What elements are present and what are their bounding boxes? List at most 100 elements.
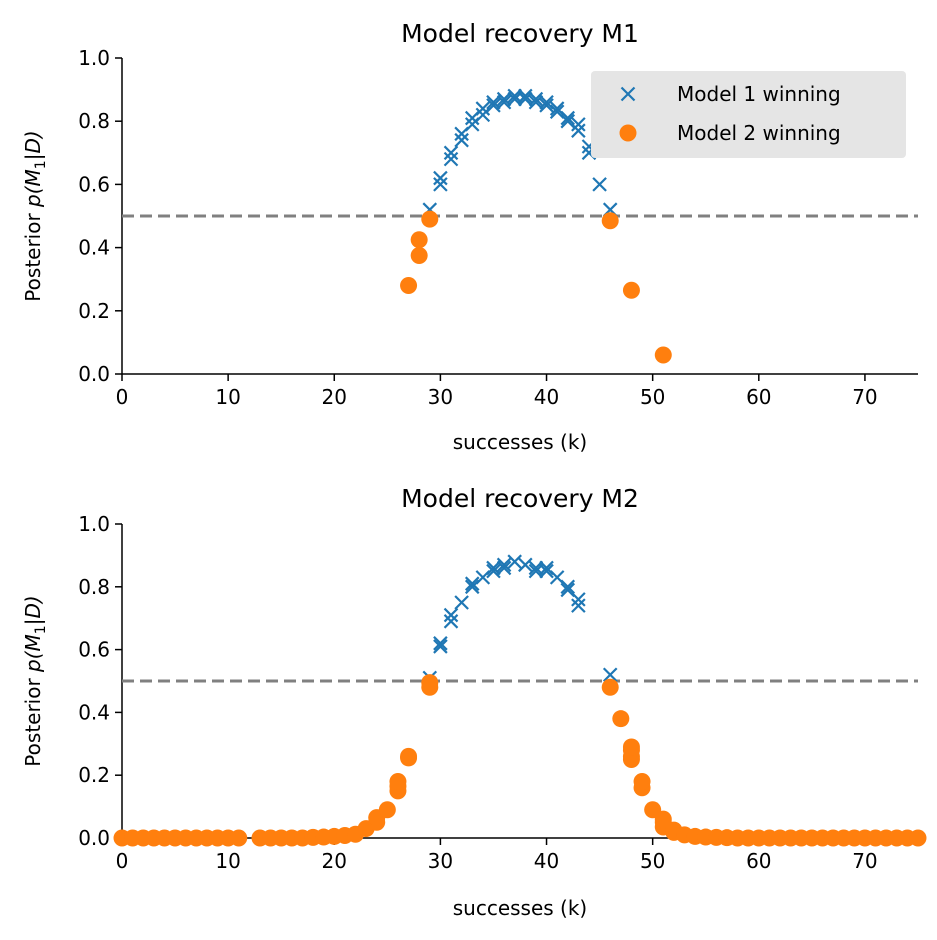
x-tick-label: 50 — [640, 849, 665, 873]
point-model2 — [612, 710, 630, 728]
point-model1 — [528, 563, 544, 579]
x-tick-label: 30 — [428, 385, 453, 409]
point-model2 — [230, 829, 248, 847]
point-model2 — [410, 247, 428, 264]
point-model1 — [571, 592, 586, 607]
legend-label-model1: Model 1 winning — [677, 82, 841, 106]
chart-title-m1: Model recovery M1 — [401, 19, 639, 48]
ticks-m2: 0 10 20 30 40 50 60 70 0.0 0.2 0.4 0.6 0.8 1.0 — [78, 512, 877, 873]
point-model1 — [539, 98, 554, 113]
y-tick-label: 0.0 — [78, 362, 110, 386]
point-model1 — [560, 110, 576, 126]
point-model2 — [400, 747, 418, 765]
point-model2 — [622, 738, 640, 756]
marks-m2 — [113, 554, 927, 847]
point-model1 — [433, 636, 448, 651]
legend-label-model2: Model 2 winning — [677, 121, 841, 145]
point-model1 — [518, 88, 533, 104]
legend: Model 1 winning Model 2 winning — [591, 71, 906, 158]
y-tick-label: 0.2 — [78, 763, 110, 787]
point-model2 — [421, 674, 439, 692]
point-model1 — [518, 91, 533, 107]
point-model2 — [389, 772, 407, 790]
x-tick-label: 30 — [428, 849, 453, 873]
point-model2 — [421, 210, 439, 228]
y-tick-label: 0.8 — [78, 575, 110, 599]
point-model1 — [592, 177, 607, 192]
point-model1 — [454, 132, 469, 148]
panel-model-recovery-m1: Model recovery M1 0 10 20 30 40 50 60 700.00.20… — [21, 19, 918, 454]
point-model1 — [539, 563, 554, 579]
point-model1 — [486, 560, 501, 576]
legend-marker-model1 — [620, 86, 636, 102]
point-model1 — [475, 101, 491, 116]
point-model1 — [443, 145, 459, 161]
x-axis-label-m2: successes (k) — [453, 896, 588, 920]
point-model1 — [560, 579, 576, 595]
ticks-m1: 0 10 20 30 40 50 60 70 0.0 0.2 0.4 0.6 0.8 1.0 — [78, 46, 877, 409]
point-model1 — [518, 557, 533, 573]
x-tick-label: 60 — [746, 385, 771, 409]
x-tick-label: 0 — [116, 385, 129, 409]
x-tick-label: 50 — [640, 385, 665, 409]
point-model1 — [496, 91, 512, 107]
point-model1 — [433, 639, 448, 654]
y-tick-label: 0.6 — [78, 638, 110, 662]
y-tick-label: 1.0 — [78, 46, 110, 70]
point-model1 — [528, 94, 544, 110]
y-axis-label-m1: Posterior p(M1|D) — [21, 130, 49, 301]
point-model1 — [443, 614, 459, 629]
point-model2 — [654, 810, 672, 828]
point-model1 — [496, 94, 512, 110]
point-model1 — [433, 170, 448, 186]
point-model1 — [496, 560, 512, 576]
point-model2 — [601, 678, 619, 696]
point-model2 — [622, 281, 640, 299]
point-model1 — [454, 595, 469, 610]
x-tick-label: 40 — [534, 385, 559, 409]
legend-frame — [591, 71, 906, 158]
x-tick-label: 70 — [852, 849, 877, 873]
point-model1 — [528, 560, 544, 576]
point-model1 — [571, 598, 586, 613]
panel-model-recovery-m2: Model recovery M2 0 10 20 30 40 50 60 700.00.20… — [21, 484, 927, 920]
x-tick-label: 0 — [116, 849, 129, 873]
x-tick-label: 10 — [215, 849, 240, 873]
point-model1 — [486, 563, 501, 579]
point-model2 — [633, 772, 651, 790]
legend-o-mark — [619, 124, 637, 142]
y-axis-label-m2: Posterior p(M1|D) — [21, 595, 49, 766]
point-model1 — [496, 557, 512, 573]
x-tick-label: 60 — [746, 849, 771, 873]
point-model1 — [486, 98, 501, 113]
y-tick-label: 0.6 — [78, 172, 110, 196]
x-tick-label: 70 — [852, 385, 877, 409]
x-tick-label: 20 — [322, 849, 347, 873]
point-model1 — [571, 123, 586, 138]
legend-x-mark — [620, 86, 636, 102]
chart-title-m2: Model recovery M2 — [401, 484, 639, 513]
point-model2 — [410, 231, 428, 249]
y-tick-label: 0.4 — [78, 700, 110, 724]
y-tick-label: 1.0 — [78, 512, 110, 536]
point-model1 — [433, 177, 448, 192]
point-model1 — [507, 91, 522, 107]
y-tick-label: 0.4 — [78, 236, 110, 260]
point-model1 — [486, 94, 501, 110]
point-model1 — [602, 667, 618, 682]
point-model2 — [400, 277, 418, 295]
point-model2 — [654, 346, 672, 364]
x-axis-label-m1: successes (k) — [453, 430, 588, 454]
point-model1 — [528, 91, 544, 107]
y-tick-label: 0.2 — [78, 299, 110, 323]
point-model1 — [443, 151, 459, 167]
point-model1 — [507, 554, 522, 569]
point-model2 — [601, 212, 619, 230]
point-model1 — [507, 88, 522, 104]
point-model1 — [464, 576, 480, 591]
y-tick-label: 0.0 — [78, 826, 110, 850]
y-tick-label: 0.8 — [78, 109, 110, 133]
point-model1 — [443, 607, 459, 623]
x-tick-label: 10 — [215, 385, 240, 409]
